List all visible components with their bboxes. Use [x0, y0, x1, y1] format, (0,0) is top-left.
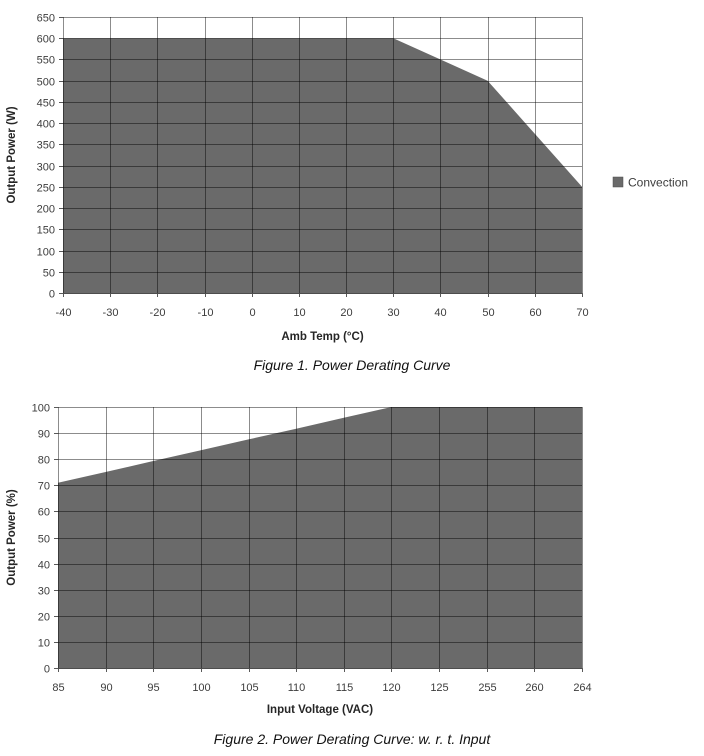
y-tick-label: 350: [37, 140, 55, 152]
x-tick-label: -20: [150, 307, 166, 319]
x-tick-label: 264: [573, 682, 591, 694]
x-tick-label: 100: [192, 682, 210, 694]
y-tick-label: 50: [43, 268, 55, 280]
x-tick-label: 105: [240, 682, 258, 694]
y-tick-label: 0: [49, 289, 55, 301]
area-series-convection: [63, 38, 582, 294]
y-tick-label: 150: [37, 225, 55, 237]
x-axis-title: Amb Temp (°C): [281, 331, 363, 343]
y-tick-label: 500: [37, 77, 55, 89]
legend-label: Convection: [628, 176, 688, 190]
y-tick-label: 100: [37, 247, 55, 259]
x-tick-label: 85: [52, 682, 64, 694]
x-tick-label: 50: [482, 307, 494, 319]
x-tick-label: 125: [430, 682, 448, 694]
x-tick-label: 110: [288, 682, 306, 694]
y-tick-label: 60: [38, 507, 50, 519]
x-tick-label: 115: [336, 682, 354, 694]
figure1-caption: Figure 1. Power Derating Curve: [253, 357, 451, 373]
x-tick-label: 95: [147, 682, 159, 694]
x-tick-label: 255: [478, 682, 496, 694]
y-tick-label: 90: [38, 429, 50, 441]
x-tick-label: 90: [100, 682, 112, 694]
y-tick-label: 650: [37, 13, 55, 25]
y-tick-label: 100: [32, 403, 50, 415]
x-tick-label: 120: [382, 682, 400, 694]
figure1-power-derating-chart: 050100150200250300350400450500550600650-…: [6, 13, 688, 344]
x-tick-label: 20: [340, 307, 352, 319]
x-tick-label: -40: [56, 307, 72, 319]
y-tick-label: 300: [37, 162, 55, 174]
x-tick-label: 70: [576, 307, 588, 319]
figure2-power-derating-chart: 0 10 20 30 40 50 60 70 80 90 100 85 90 95 100 105 110 115…: [6, 403, 592, 717]
x-tick-label: -30: [103, 307, 119, 319]
y-tick-label: 40: [38, 560, 50, 572]
y-axis-title: Output Power (%): [6, 489, 18, 586]
y-tick-label: 550: [37, 55, 55, 67]
x-tick-label: 10: [293, 307, 305, 319]
x-axis-title: Input Voltage (VAC): [267, 704, 373, 716]
y-tick-label: 600: [37, 34, 55, 46]
y-tick-label: 0: [44, 664, 50, 676]
y-tick-label: 70: [38, 481, 50, 493]
y-tick-label: 30: [38, 586, 50, 598]
x-tick-label: 30: [387, 307, 399, 319]
y-tick-label: 20: [38, 612, 50, 624]
x-tick-label: 60: [529, 307, 541, 319]
y-tick-label: 80: [38, 455, 50, 467]
legend-swatch-icon: [612, 176, 624, 188]
y-tick-label: 10: [38, 638, 50, 650]
x-tick-label: 0: [249, 307, 255, 319]
y-axis-title: Output Power (W): [6, 106, 18, 203]
figure2-caption: Figure 2. Power Derating Curve: w. r. t.…: [213, 731, 491, 747]
y-tick-label: 400: [37, 119, 55, 131]
x-tick-label: -10: [198, 307, 214, 319]
y-tick-label: 250: [37, 183, 55, 195]
y-tick-label: 200: [37, 204, 55, 216]
area-series-convection: [58, 407, 582, 668]
y-tick-label: 50: [38, 534, 50, 546]
x-tick-label: 40: [434, 307, 446, 319]
y-tick-label: 450: [37, 98, 55, 110]
x-tick-label: 260: [525, 682, 543, 694]
